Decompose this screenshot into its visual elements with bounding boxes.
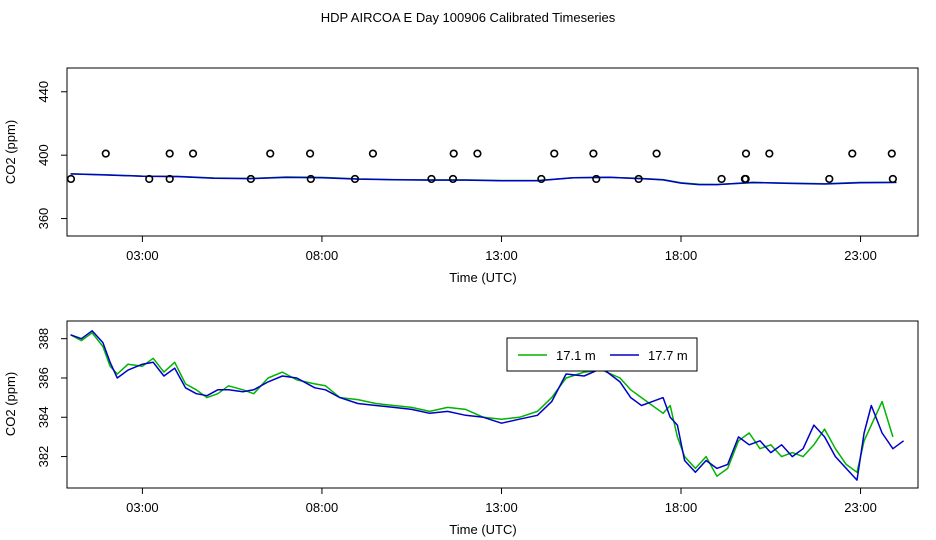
bottom-panel: 03:00 08:00 13:00 18:00 23:00 382 384 386 388 T… <box>3 320 919 537</box>
bottom-x-ticks: 03:00 08:00 13:00 18:00 23:00 <box>126 488 877 515</box>
data-point <box>145 174 154 184</box>
data-point <box>165 174 174 184</box>
legend-label-series-2: 17.7 m <box>648 348 688 363</box>
y-tick-label: 440 <box>36 81 51 103</box>
top-plot-frame <box>66 67 919 237</box>
data-point <box>825 174 834 184</box>
x-tick-label: 13:00 <box>485 248 518 263</box>
data-point <box>473 149 482 158</box>
data-point <box>66 174 76 184</box>
top-plot-area <box>66 149 897 186</box>
data-point <box>765 149 774 158</box>
data-point <box>188 149 198 158</box>
legend: 17.1 m 17.7 m <box>506 337 698 372</box>
top-x-ticks: 03:00 08:00 13:00 18:00 23:00 <box>126 236 877 263</box>
x-tick-label: 18:00 <box>665 248 698 263</box>
y-tick-label: 388 <box>36 328 51 350</box>
series-line-2 <box>70 173 897 186</box>
data-point <box>266 149 275 158</box>
data-point <box>368 149 378 158</box>
bottom-x-axis-label: Time (UTC) <box>449 522 516 537</box>
y-tick-label: 400 <box>36 144 51 166</box>
data-point <box>305 149 315 158</box>
data-point <box>887 149 896 158</box>
top-panel: 03:00 08:00 13:00 18:00 23:00 360 400 440 Time… <box>3 67 919 285</box>
bottom-plot-frame <box>66 320 919 489</box>
x-tick-label: 03:00 <box>126 248 159 263</box>
top-x-axis-label: Time (UTC) <box>449 270 516 285</box>
x-tick-label: 03:00 <box>126 500 159 515</box>
data-point <box>306 174 315 184</box>
data-point <box>741 174 750 184</box>
data-point <box>589 149 598 158</box>
x-tick-label: 18:00 <box>665 500 698 515</box>
y-tick-label: 382 <box>36 446 51 468</box>
legend-label-series-1: 17.1 m <box>556 348 596 363</box>
top-y-axis-label: CO2 (ppm) <box>3 120 18 184</box>
series-line-2 <box>70 330 905 481</box>
top-y-ticks: 360 400 440 <box>36 81 67 229</box>
x-tick-label: 13:00 <box>485 500 518 515</box>
x-tick-label: 08:00 <box>306 500 339 515</box>
data-point <box>350 174 360 184</box>
data-point <box>592 174 601 184</box>
bottom-y-ticks: 382 384 386 388 <box>36 328 67 468</box>
x-tick-label: 08:00 <box>306 248 339 263</box>
y-tick-label: 384 <box>36 406 51 428</box>
data-point <box>537 174 546 184</box>
data-point <box>652 149 661 158</box>
data-point <box>448 174 458 184</box>
data-point <box>427 174 436 184</box>
data-point <box>848 149 857 158</box>
data-point <box>888 174 897 184</box>
series-line-1 <box>70 332 894 477</box>
chart-title: HDP AIRCOA E Day 100906 Calibrated Times… <box>321 10 616 25</box>
bottom-y-axis-label: CO2 (ppm) <box>3 372 18 436</box>
bottom-plot-area <box>70 330 905 481</box>
y-tick-label: 386 <box>36 367 51 389</box>
data-point <box>550 149 559 158</box>
data-point <box>634 174 643 184</box>
data-point <box>741 149 751 158</box>
x-tick-label: 23:00 <box>844 248 877 263</box>
data-point <box>717 174 726 184</box>
y-tick-label: 360 <box>36 208 51 230</box>
data-point <box>449 149 458 158</box>
data-point <box>165 149 174 158</box>
data-point <box>246 174 255 184</box>
x-tick-label: 23:00 <box>844 500 877 515</box>
data-point <box>101 149 110 158</box>
